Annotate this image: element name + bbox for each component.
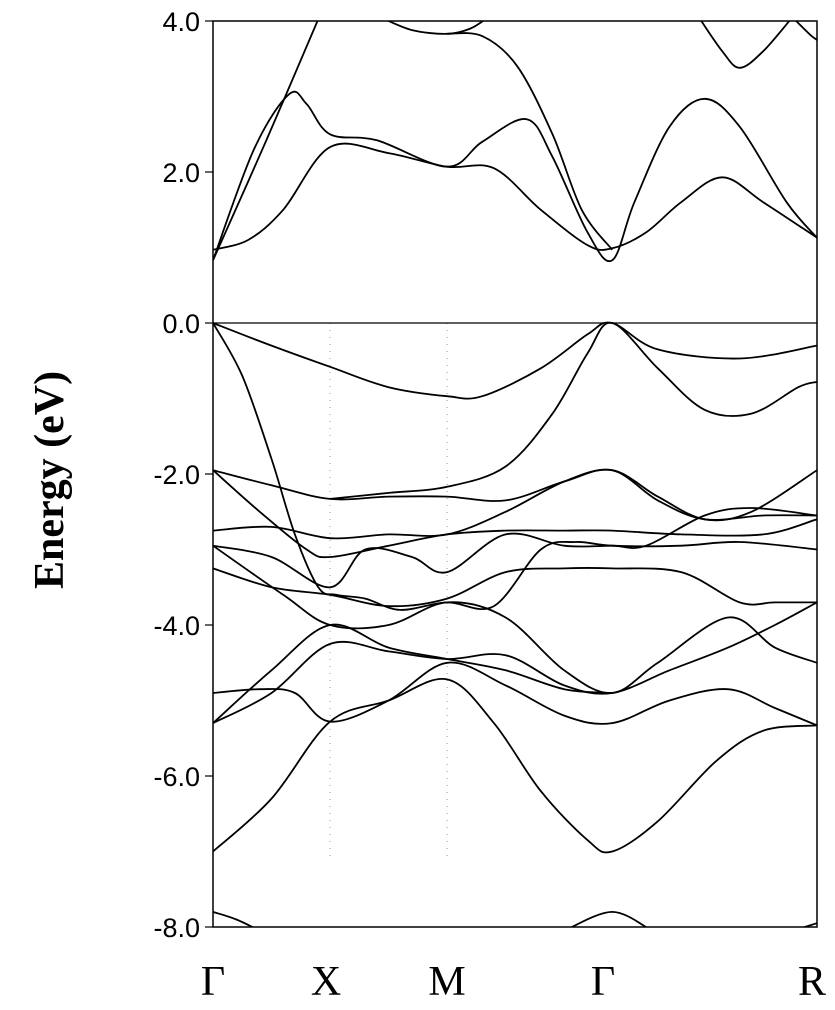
band-c2 (213, 90, 817, 263)
band-v11 (213, 601, 817, 724)
band-c4 (447, 32, 613, 251)
band-v4 (213, 468, 817, 521)
band-v12 (213, 623, 613, 724)
kpoint-markers (329, 323, 448, 860)
y-tick-label: -6.0 (153, 762, 200, 792)
band-v2 (213, 322, 817, 611)
x-tick-label-m: M (428, 959, 465, 1005)
band-c1 (213, 142, 817, 251)
band-v1 (213, 321, 817, 400)
plot-frame (212, 20, 818, 928)
band-v13 (213, 677, 817, 854)
y-tick-label: 0.0 (162, 309, 200, 339)
y-tick-label: -8.0 (153, 913, 200, 943)
band-v8 (213, 566, 817, 608)
band-v7 (213, 507, 817, 589)
y-axis: 4.0 2.0 0.0 -2.0 -4.0 -6.0 -8.0 (153, 7, 213, 943)
band-c3 (213, 21, 319, 261)
x-tick-label-x: X (311, 959, 341, 1005)
y-tick-label: -2.0 (153, 460, 200, 490)
band-v10 (213, 661, 817, 727)
band-c6 (700, 21, 791, 69)
band-v6 (213, 468, 817, 540)
band-v3 (330, 322, 817, 500)
band-v14 (213, 911, 255, 927)
y-tick-label: 2.0 (162, 158, 200, 188)
x-tick-label-gamma: Γ (591, 959, 615, 1005)
bands (213, 21, 817, 927)
x-tick-label-r: R (798, 959, 826, 1005)
band-v5 (213, 469, 817, 559)
band-c5 (386, 21, 485, 35)
band-v16 (801, 922, 817, 927)
x-tick-label-gamma: Γ (201, 959, 225, 1005)
y-tick-label: 4.0 (162, 7, 200, 37)
band-v15 (570, 910, 648, 927)
y-axis-label: Energy (eV) (27, 371, 73, 589)
y-tick-label: -4.0 (153, 611, 200, 641)
band-v9 (213, 544, 817, 694)
x-axis: Γ X M Γ R (201, 959, 826, 1005)
